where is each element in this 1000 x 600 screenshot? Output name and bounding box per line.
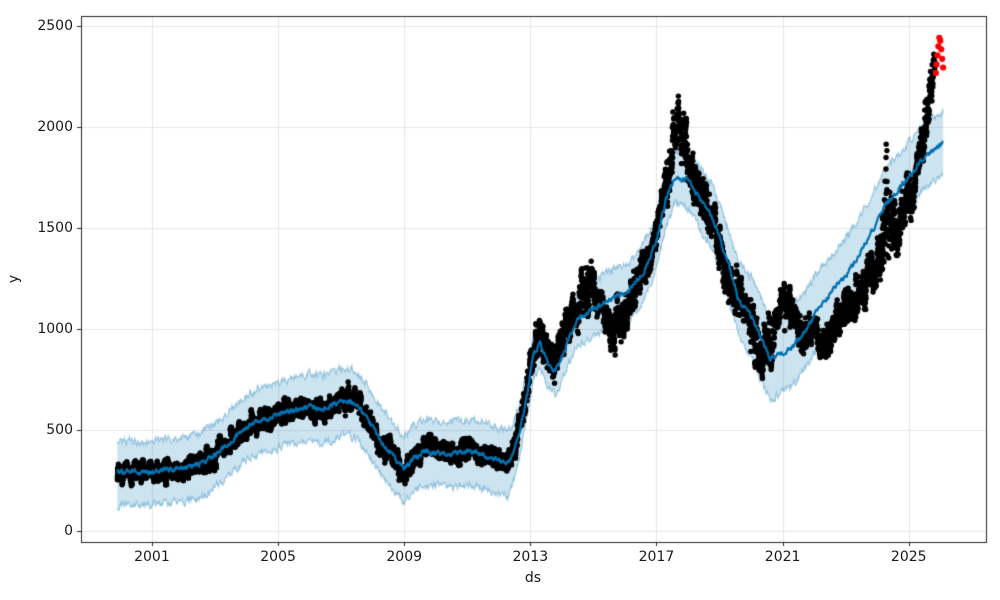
y-tick-label-0: 0: [64, 522, 73, 539]
x-tick-label-2001: 2001: [134, 549, 170, 565]
y-tick-label-500: 500: [46, 421, 73, 438]
x-tick-label-2025: 2025: [890, 549, 927, 565]
x-tick-label-2009: 2009: [386, 549, 423, 565]
x-tick-label-2017: 2017: [638, 549, 675, 565]
y-tick-label-1000: 1000: [37, 320, 73, 337]
y-tick-label-2500: 2500: [37, 18, 73, 35]
x-axis-label: ds: [524, 570, 542, 586]
y-tick-label-2000: 2000: [37, 119, 73, 136]
y-tick-label-1500: 1500: [37, 220, 73, 236]
y-axis-label: y: [6, 274, 23, 284]
x-tick-label-2021: 2021: [764, 549, 801, 565]
x-tick-label-2005: 2005: [260, 549, 296, 565]
x-tick-label-2013: 2013: [512, 549, 549, 565]
